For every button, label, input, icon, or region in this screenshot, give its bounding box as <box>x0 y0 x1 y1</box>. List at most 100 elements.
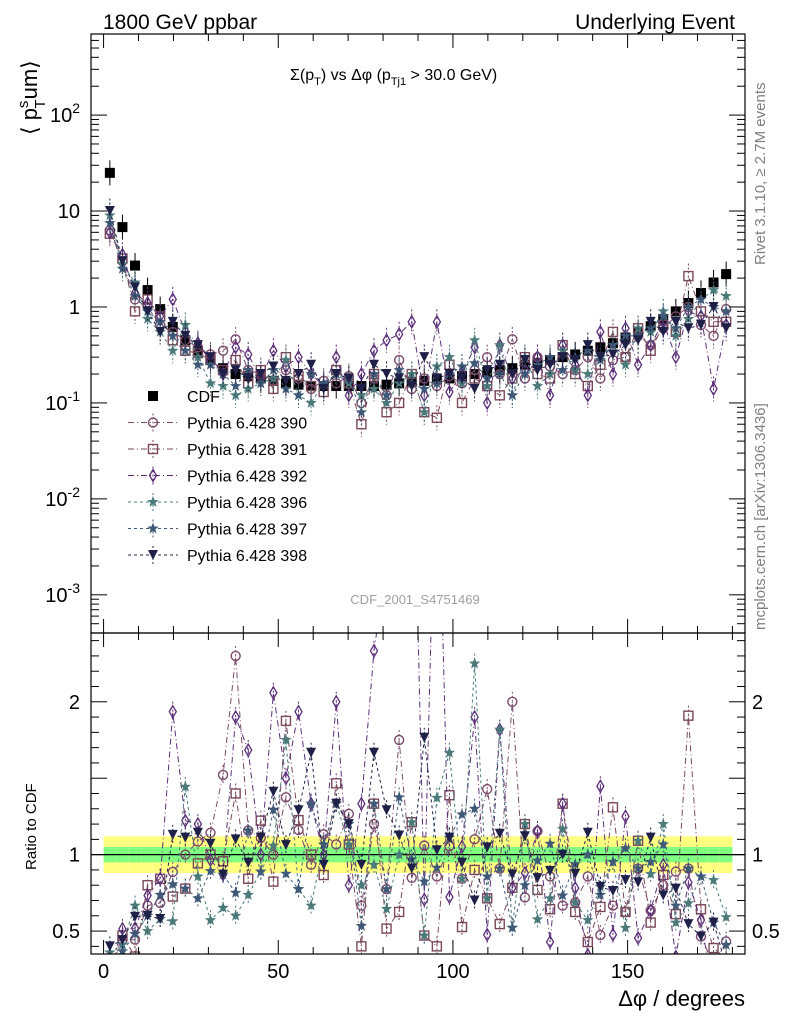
ratio-point <box>368 797 380 809</box>
data-point <box>708 316 719 328</box>
ratio-point <box>129 927 141 939</box>
ratio-point <box>569 858 581 870</box>
data-point <box>318 377 330 389</box>
ratio-point <box>494 828 505 839</box>
ratio-point <box>229 886 242 898</box>
ratio-point <box>519 831 530 842</box>
data-point <box>683 323 694 334</box>
ratio-point <box>519 879 531 891</box>
ratio-point <box>192 870 204 882</box>
ratio-point <box>696 912 706 928</box>
data-point <box>355 406 368 418</box>
ratio-point <box>632 834 644 846</box>
ratio-point <box>684 875 693 890</box>
main-plot-series <box>104 160 732 437</box>
data-point <box>368 382 380 394</box>
series-line <box>109 210 727 390</box>
ratio-point <box>482 927 492 943</box>
data-point <box>695 293 707 305</box>
ratio-series-line <box>109 737 724 954</box>
data-point <box>670 322 682 334</box>
data-point <box>104 167 115 178</box>
ratio-point <box>431 791 443 803</box>
ratio-point <box>205 827 216 839</box>
ratio-point <box>469 864 480 876</box>
data-point <box>595 342 606 353</box>
legend-marker <box>148 550 158 560</box>
ratio-point <box>723 956 730 968</box>
data-point <box>670 329 682 341</box>
x-tick-label: 50 <box>267 961 289 983</box>
ratio-point <box>318 838 330 850</box>
data-point <box>494 359 505 370</box>
data-point <box>596 324 605 340</box>
data-point <box>532 365 543 376</box>
ratio-point <box>620 906 631 918</box>
legend-label: CDF <box>187 389 220 406</box>
data-point <box>318 383 329 394</box>
data-point <box>229 380 242 391</box>
ratio-point <box>695 870 707 882</box>
data-point <box>204 377 217 389</box>
data-point <box>645 316 656 327</box>
ratio-point <box>230 650 241 662</box>
ratio-point <box>532 873 543 884</box>
ratio-point <box>670 866 682 877</box>
data-point <box>708 330 719 342</box>
ratio-point <box>104 941 115 952</box>
ratio-point <box>267 803 280 815</box>
ratio-point <box>356 941 367 952</box>
data-point <box>180 330 191 341</box>
data-point <box>129 276 141 288</box>
ratio-point <box>721 961 731 971</box>
ratio-point <box>396 505 403 517</box>
ratio-plot-frame <box>90 632 746 955</box>
ratio-point <box>670 899 682 911</box>
data-point <box>344 388 354 403</box>
ratio-point <box>268 786 279 797</box>
header-left: 1800 GeV ppbar <box>103 11 257 34</box>
data-point <box>130 260 141 271</box>
data-point <box>406 381 417 392</box>
data-point <box>393 364 405 375</box>
data-point <box>720 290 732 301</box>
data-point <box>607 339 619 350</box>
data-point <box>470 340 479 355</box>
ratio-point <box>596 778 605 794</box>
ratio-point <box>683 710 694 721</box>
ratio-point <box>383 558 390 570</box>
legend-marker <box>147 522 159 534</box>
mcplots-label: mcplots.cern.ch [arXiv:1306.3436] <box>752 403 769 630</box>
data-point <box>607 349 618 360</box>
ratio-point <box>180 849 191 860</box>
ratio-point <box>418 875 430 887</box>
ratio-point <box>507 696 518 707</box>
ratio-point <box>305 849 317 860</box>
ratio-point <box>355 879 368 891</box>
data-point <box>356 419 367 430</box>
ratio-point <box>481 870 493 882</box>
ratio-point <box>531 913 544 925</box>
data-point <box>331 369 342 380</box>
data-point <box>682 313 695 324</box>
ratio-point <box>582 848 594 860</box>
ratio-point <box>456 872 468 884</box>
ratio-point <box>344 877 354 893</box>
data-point <box>280 375 291 386</box>
legend-label: Pythia 6.428 392 <box>187 469 307 486</box>
ratio-point <box>595 881 606 892</box>
ratio-point <box>368 818 380 830</box>
data-point <box>255 369 266 380</box>
ratio-point <box>420 892 429 907</box>
data-point <box>721 269 732 280</box>
ratio-point <box>431 845 442 856</box>
ratio-point <box>533 823 542 839</box>
data-point <box>406 368 418 379</box>
data-point <box>116 262 129 274</box>
ratio-point <box>607 900 619 911</box>
data-point <box>683 270 694 282</box>
data-point <box>168 292 178 307</box>
ratio-point <box>720 911 732 922</box>
data-point <box>658 326 669 337</box>
ratio-point <box>481 783 493 795</box>
